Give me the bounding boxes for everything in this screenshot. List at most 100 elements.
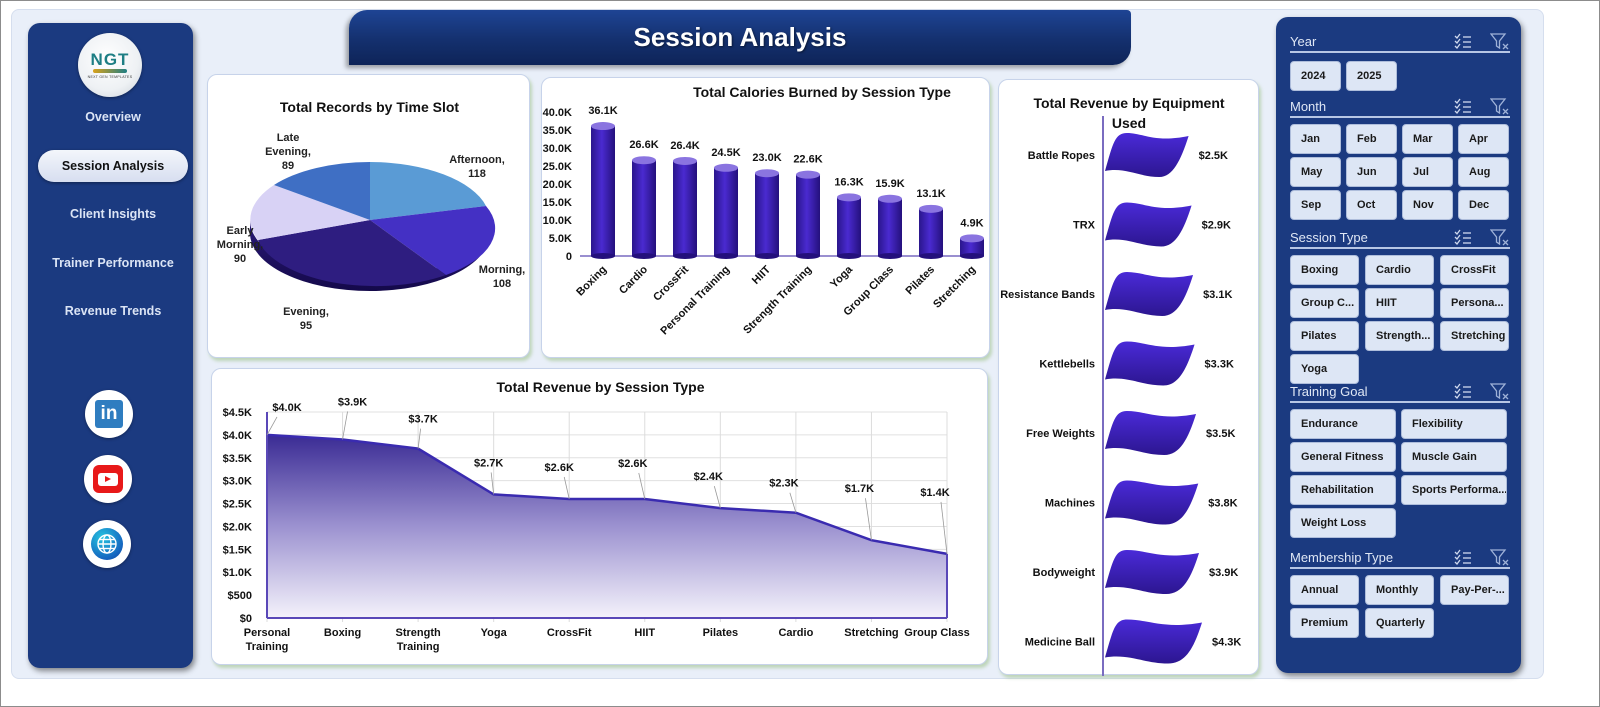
- value-label: $3.1K: [1203, 289, 1232, 301]
- clear-filter-icon[interactable]: [1489, 33, 1510, 54]
- linkedin-button[interactable]: in: [85, 390, 133, 438]
- slicer-option-training-goal[interactable]: Sports Performa...: [1401, 475, 1507, 505]
- flag-bar-free-weights[interactable]: [1105, 411, 1197, 455]
- bar-strength-training[interactable]: [796, 170, 820, 259]
- x-tick-label: Yoga: [828, 263, 856, 291]
- slicer-option-session-type[interactable]: Persona...: [1440, 288, 1509, 318]
- slicer-option-month[interactable]: Oct: [1346, 190, 1397, 220]
- x-tick-label: Personal Training: [658, 264, 732, 338]
- slicer-title: Session Type: [1290, 229, 1368, 245]
- sidebar-item-revenue-trends[interactable]: Revenue Trends: [64, 304, 162, 318]
- multi-select-icon[interactable]: [1454, 229, 1472, 250]
- youtube-button[interactable]: [84, 455, 132, 503]
- pie-slice-evening[interactable]: [258, 220, 446, 287]
- slicer-option-month[interactable]: Jul: [1402, 157, 1453, 187]
- bar-crossfit[interactable]: [673, 156, 697, 259]
- clear-filter-icon[interactable]: [1489, 98, 1510, 119]
- sidebar-item-client-insights[interactable]: Client Insights: [69, 207, 157, 221]
- bar-stretching[interactable]: [960, 234, 984, 259]
- value-label: $2.6K: [545, 462, 574, 474]
- slicer-option-month[interactable]: Dec: [1458, 190, 1509, 220]
- y-tick-label: 20.0K: [543, 179, 572, 191]
- slicer-option-year[interactable]: 2024: [1290, 61, 1341, 91]
- slicer-option-month[interactable]: Feb: [1346, 124, 1397, 154]
- value-label: $4.3K: [1212, 637, 1241, 649]
- x-tick-label: Training: [397, 641, 440, 653]
- bar-hiit[interactable]: [755, 169, 779, 259]
- slicer-option-session-type[interactable]: Strength...: [1365, 321, 1434, 351]
- svg-text:Morning,: Morning,: [217, 239, 263, 251]
- flag-bar-bodyweight[interactable]: [1105, 550, 1200, 594]
- sidebar-item-trainer-performance[interactable]: Trainer Performance: [52, 256, 174, 270]
- slicer-option-membership-type[interactable]: Annual: [1290, 575, 1359, 605]
- slicer-option-session-type[interactable]: Pilates: [1290, 321, 1359, 351]
- bar-cardio[interactable]: [632, 156, 656, 259]
- slicer-option-training-goal[interactable]: General Fitness: [1290, 442, 1396, 472]
- multi-select-icon[interactable]: [1454, 33, 1472, 54]
- pie-slice-early-morning[interactable]: [250, 185, 370, 240]
- flag-bar-battle-ropes[interactable]: [1105, 133, 1189, 177]
- x-tick-label: Training: [246, 641, 289, 653]
- slicer-option-session-type[interactable]: HIIT: [1365, 288, 1434, 318]
- slicer-option-session-type[interactable]: CrossFit: [1440, 255, 1509, 285]
- flag-bar-trx[interactable]: [1105, 202, 1192, 247]
- pie-slice-afternoon[interactable]: [370, 162, 486, 220]
- sidebar-item-session-analysis[interactable]: Session Analysis: [38, 150, 188, 182]
- slicer-option-membership-type[interactable]: Quarterly: [1365, 608, 1434, 638]
- sidebar-item-overview[interactable]: Overview: [85, 110, 141, 124]
- slicer-header-training-goal: Training Goal: [1290, 381, 1510, 403]
- x-tick-label: Strength: [395, 627, 441, 639]
- clear-filter-icon[interactable]: [1489, 229, 1510, 250]
- bar-personal-training[interactable]: [714, 163, 738, 259]
- slicer-option-month[interactable]: Jan: [1290, 124, 1341, 154]
- slicer-option-membership-type[interactable]: Premium: [1290, 608, 1359, 638]
- clear-filter-icon[interactable]: [1489, 549, 1510, 570]
- slicer-option-membership-type[interactable]: Pay-Per-...: [1440, 575, 1509, 605]
- category-label: Bodyweight: [1033, 567, 1096, 579]
- flag-bar-machines[interactable]: [1105, 480, 1199, 525]
- slicer-option-session-type[interactable]: Boxing: [1290, 255, 1359, 285]
- pie-slice-late-evening[interactable]: [274, 161, 370, 220]
- y-tick-label: $1.5K: [223, 544, 252, 556]
- slicer-option-session-type[interactable]: Stretching: [1440, 321, 1509, 351]
- slicer-option-month[interactable]: Jun: [1346, 157, 1397, 187]
- slicer-option-month[interactable]: May: [1290, 157, 1341, 187]
- slicer-option-session-type[interactable]: Group C...: [1290, 288, 1359, 318]
- slicer-option-training-goal[interactable]: Weight Loss: [1290, 508, 1396, 538]
- value-label: $3.7K: [408, 414, 437, 426]
- multi-select-icon[interactable]: [1454, 549, 1472, 570]
- slicer-option-month[interactable]: Apr: [1458, 124, 1509, 154]
- slicer-option-month[interactable]: Sep: [1290, 190, 1341, 220]
- flag-bar-medicine-ball[interactable]: [1105, 619, 1202, 664]
- slicer-option-training-goal[interactable]: Muscle Gain: [1401, 442, 1507, 472]
- pie-slice-morning[interactable]: [370, 206, 496, 275]
- bar-boxing[interactable]: [591, 122, 615, 259]
- y-tick-label: $3.0K: [223, 476, 252, 488]
- slicer-option-month[interactable]: Aug: [1458, 157, 1509, 187]
- multi-select-icon[interactable]: [1454, 383, 1472, 404]
- multi-select-icon[interactable]: [1454, 98, 1472, 119]
- bar-group-class[interactable]: [878, 194, 902, 259]
- bar-yoga[interactable]: [837, 193, 861, 259]
- slicer-option-training-goal[interactable]: Rehabilitation: [1290, 475, 1396, 505]
- flag-bar-resistance-bands[interactable]: [1105, 272, 1194, 316]
- y-tick-label: $4.0K: [223, 430, 252, 442]
- flag-bar-kettlebells[interactable]: [1105, 341, 1195, 386]
- y-tick-label: $4.5K: [223, 407, 252, 419]
- svg-text:108: 108: [493, 278, 511, 290]
- slicer-option-month[interactable]: Nov: [1402, 190, 1453, 220]
- clear-filter-icon[interactable]: [1489, 383, 1510, 404]
- x-tick-label: Yoga: [481, 627, 508, 639]
- slicer-option-session-type[interactable]: Yoga: [1290, 354, 1359, 384]
- slicer-option-month[interactable]: Mar: [1402, 124, 1453, 154]
- bar-pilates[interactable]: [919, 204, 943, 259]
- value-label: $2.6K: [618, 458, 647, 470]
- slicer-option-membership-type[interactable]: Monthly: [1365, 575, 1434, 605]
- slicer-option-session-type[interactable]: Cardio: [1365, 255, 1434, 285]
- slicer-option-training-goal[interactable]: Endurance: [1290, 409, 1396, 439]
- slicer-option-training-goal[interactable]: Flexibility: [1401, 409, 1507, 439]
- slicer-option-year[interactable]: 2025: [1346, 61, 1397, 91]
- value-label: $1.7K: [845, 483, 874, 495]
- svg-text:Evening,: Evening,: [283, 306, 329, 318]
- website-button[interactable]: [83, 520, 131, 568]
